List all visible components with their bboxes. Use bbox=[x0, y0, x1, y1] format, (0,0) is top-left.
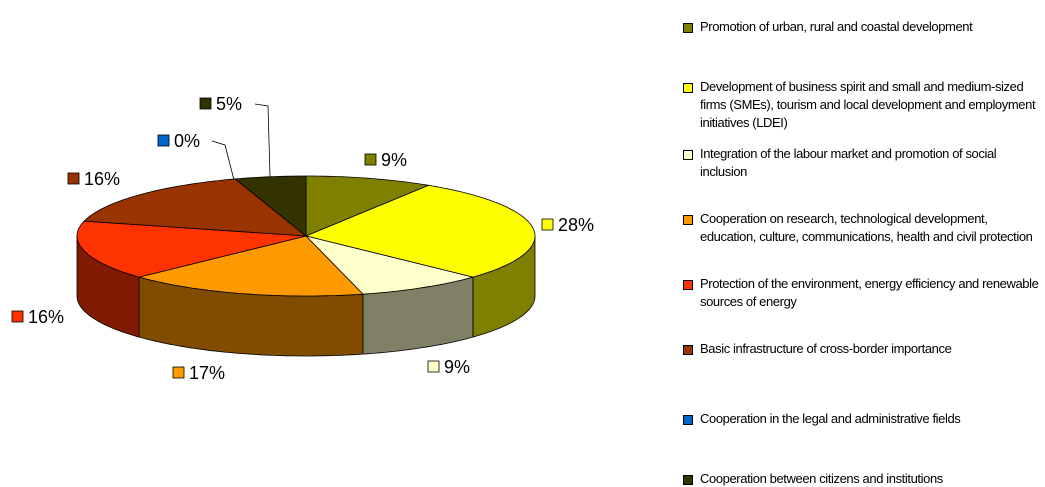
leader-line bbox=[211, 140, 235, 181]
label-swatch bbox=[199, 97, 212, 110]
data-label: 16% bbox=[84, 169, 120, 189]
legend-label: Integration of the labour market and pro… bbox=[700, 146, 997, 179]
pie-slice bbox=[304, 184, 536, 338]
legend-swatch bbox=[683, 280, 693, 290]
pie-slice bbox=[83, 178, 308, 237]
data-label: 17% bbox=[189, 363, 225, 383]
slice-top bbox=[304, 184, 536, 278]
legend-swatch bbox=[683, 475, 693, 485]
legend-label: Basic infrastructure of cross-border imp… bbox=[700, 341, 952, 356]
label-swatch bbox=[67, 172, 80, 185]
legend-label: Cooperation between citizens and institu… bbox=[700, 471, 943, 486]
legend-swatch bbox=[683, 415, 693, 425]
pie-slice bbox=[305, 175, 431, 237]
label-swatch bbox=[157, 134, 170, 147]
legend-label: Cooperation in the legal and administrat… bbox=[700, 411, 961, 426]
data-label: 5% bbox=[216, 94, 242, 114]
pie-slice bbox=[234, 175, 307, 237]
data-label: 0% bbox=[174, 131, 200, 151]
slice-top bbox=[139, 235, 364, 297]
leader-line bbox=[254, 103, 271, 177]
pie-slice bbox=[304, 235, 474, 355]
pie-slice bbox=[76, 220, 307, 338]
label-swatch bbox=[172, 366, 185, 379]
slice-top bbox=[304, 235, 473, 295]
data-label: 9% bbox=[381, 150, 407, 170]
legend-label: Development of business spirit and small… bbox=[700, 79, 1036, 130]
legend-swatch bbox=[683, 23, 693, 33]
legend-swatch bbox=[683, 150, 693, 160]
legend-label: Cooperation on research, technological d… bbox=[700, 211, 1033, 244]
label-swatch bbox=[541, 218, 554, 231]
legend-label: Promotion of urban, rural and coastal de… bbox=[700, 19, 973, 34]
legend-swatch bbox=[683, 83, 693, 93]
data-label: 28% bbox=[558, 215, 594, 235]
slice-top bbox=[83, 178, 308, 237]
label-swatch bbox=[11, 310, 24, 323]
legend-label: Protection of the environment, energy ef… bbox=[700, 276, 1039, 309]
data-label: 9% bbox=[444, 357, 470, 377]
data-label: 16% bbox=[28, 307, 64, 327]
label-swatch bbox=[427, 360, 440, 373]
slice-top bbox=[234, 175, 307, 237]
legend-swatch bbox=[683, 215, 693, 225]
slice-top bbox=[305, 175, 431, 237]
legend-swatch bbox=[683, 345, 693, 355]
slice-top bbox=[76, 220, 307, 278]
label-swatch bbox=[364, 153, 377, 166]
